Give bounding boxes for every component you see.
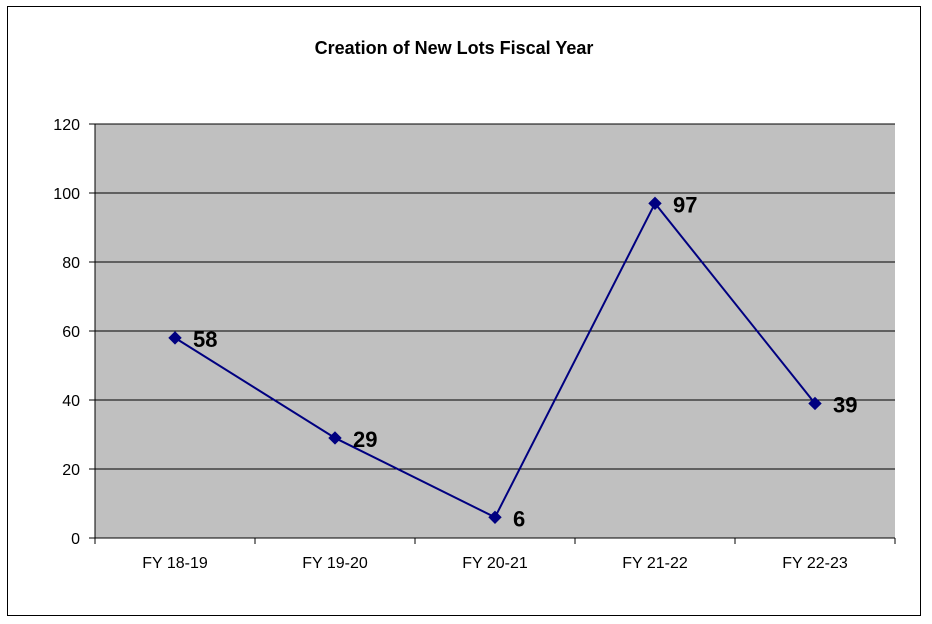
data-point-marker xyxy=(488,510,502,525)
y-tick-label-40: 40 xyxy=(62,393,80,410)
data-labels-group: 58 29 6 97 39 xyxy=(193,192,857,531)
y-tick-label-20: 20 xyxy=(62,462,80,479)
data-label: 29 xyxy=(353,427,377,452)
y-tick-label-80: 80 xyxy=(62,255,80,272)
x-tick-label-fy-19-20: FY 19-20 xyxy=(302,555,368,572)
y-tick-label-120: 120 xyxy=(53,117,80,134)
x-tick-label-fy-20-21: FY 20-21 xyxy=(462,555,528,572)
data-label: 39 xyxy=(833,392,857,417)
x-tick-label-fy-22-23: FY 22-23 xyxy=(782,555,848,572)
data-label: 97 xyxy=(673,192,697,217)
data-point-marker xyxy=(168,331,182,345)
y-tick-label-60: 60 xyxy=(62,324,80,341)
x-axis-ticks: FY 18-19 FY 19-20 FY 20-21 FY 21-22 FY 22-23 xyxy=(94,538,896,572)
data-point-marker xyxy=(808,396,822,411)
data-label: 58 xyxy=(193,327,217,352)
x-tick-label-fy-18-19: FY 18-19 xyxy=(142,555,208,572)
y-tick-label-0: 0 xyxy=(71,531,80,548)
markers-group xyxy=(168,196,822,525)
data-label: 6 xyxy=(513,506,525,531)
x-tick-label-fy-21-22: FY 21-22 xyxy=(622,555,688,572)
gridlines xyxy=(95,123,895,470)
data-point-marker xyxy=(328,431,342,445)
y-axis-ticks: 0 20 40 60 80 100 120 xyxy=(53,117,95,548)
y-tick-label-100: 100 xyxy=(53,186,80,203)
chart-title: Creation of New Lots Fiscal Year xyxy=(315,38,594,58)
data-point-marker xyxy=(648,196,662,211)
